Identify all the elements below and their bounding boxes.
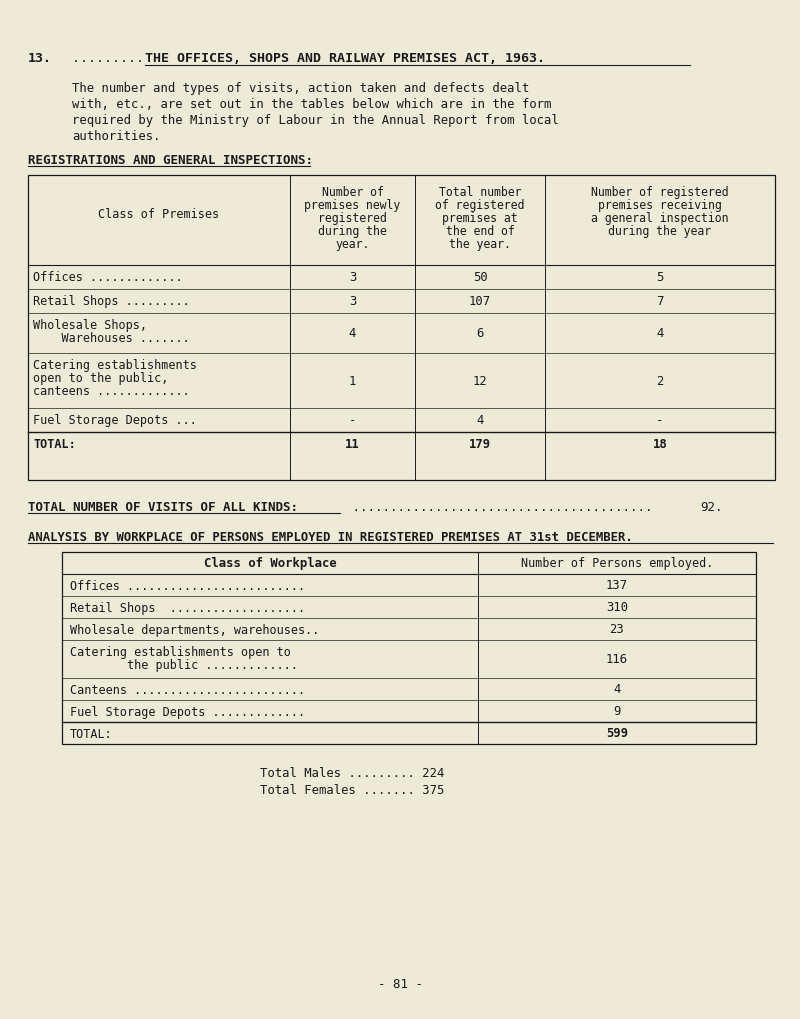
Text: 6: 6 [476, 327, 484, 340]
Text: Warehouses .......: Warehouses ....... [33, 331, 190, 344]
Text: a general inspection: a general inspection [591, 212, 729, 225]
Text: 92.: 92. [700, 500, 722, 514]
Text: premises receiving: premises receiving [598, 199, 722, 212]
Text: 7: 7 [656, 296, 664, 308]
Text: premises newly: premises newly [304, 199, 401, 212]
Text: 12: 12 [473, 375, 487, 387]
Text: during the: during the [318, 225, 387, 237]
Text: Class of Workplace: Class of Workplace [204, 556, 336, 570]
Text: Offices .............: Offices ............. [33, 271, 182, 283]
Text: 18: 18 [653, 438, 667, 451]
Text: with, etc., are set out in the tables below which are in the form: with, etc., are set out in the tables be… [72, 98, 551, 111]
Text: 4: 4 [349, 327, 356, 340]
Text: Wholesale departments, warehouses..: Wholesale departments, warehouses.. [70, 624, 319, 637]
Text: 2: 2 [656, 375, 664, 387]
Text: TOTAL NUMBER OF VISITS OF ALL KINDS:: TOTAL NUMBER OF VISITS OF ALL KINDS: [28, 500, 298, 514]
Text: during the year: during the year [609, 225, 711, 237]
Text: year.: year. [335, 237, 370, 251]
Text: registered: registered [318, 212, 387, 225]
Text: open to the public,: open to the public, [33, 372, 168, 384]
Text: Fuel Storage Depots .............: Fuel Storage Depots ............. [70, 705, 305, 718]
Text: Total number: Total number [438, 185, 522, 199]
Text: Number of Persons employed.: Number of Persons employed. [521, 556, 713, 570]
Text: -: - [349, 414, 356, 427]
Text: TOTAL:: TOTAL: [70, 728, 113, 740]
Text: 3: 3 [349, 296, 356, 308]
Text: the end of: the end of [446, 225, 514, 237]
Text: 310: 310 [606, 601, 628, 613]
Text: THE OFFICES, SHOPS AND RAILWAY PREMISES ACT, 1963.: THE OFFICES, SHOPS AND RAILWAY PREMISES … [145, 52, 545, 65]
Text: Number of: Number of [322, 185, 383, 199]
Text: required by the Ministry of Labour in the Annual Report from local: required by the Ministry of Labour in th… [72, 114, 558, 127]
Text: .........: ......... [72, 52, 152, 65]
Text: TOTAL:: TOTAL: [33, 437, 76, 450]
Text: ANALYSIS BY WORKPLACE OF PERSONS EMPLOYED IN REGISTERED PREMISES AT 31st DECEMBE: ANALYSIS BY WORKPLACE OF PERSONS EMPLOYE… [28, 531, 633, 543]
Text: 11: 11 [345, 438, 360, 451]
Text: Offices .........................: Offices ......................... [70, 580, 305, 592]
Text: 23: 23 [610, 623, 624, 636]
Text: Total Males ......... 224: Total Males ......... 224 [260, 766, 444, 780]
Text: 3: 3 [349, 271, 356, 284]
Text: 4: 4 [476, 414, 484, 427]
Text: of registered: of registered [435, 199, 525, 212]
Text: 4: 4 [614, 683, 621, 696]
Text: 50: 50 [473, 271, 487, 284]
Text: Fuel Storage Depots ...: Fuel Storage Depots ... [33, 414, 197, 427]
Text: ........................................: ........................................ [345, 500, 660, 514]
Text: the year.: the year. [449, 237, 511, 251]
Text: 116: 116 [606, 653, 628, 665]
Text: Total Females ....... 375: Total Females ....... 375 [260, 784, 444, 796]
Text: 13.: 13. [28, 52, 52, 65]
Text: premises at: premises at [442, 212, 518, 225]
Text: 4: 4 [656, 327, 664, 340]
Text: 599: 599 [606, 727, 628, 740]
Bar [28, 176, 775, 481]
Bar [62, 552, 756, 744]
Text: 1: 1 [349, 375, 356, 387]
Text: REGISTRATIONS AND GENERAL INSPECTIONS:: REGISTRATIONS AND GENERAL INSPECTIONS: [28, 154, 313, 167]
Text: The number and types of visits, action taken and defects dealt: The number and types of visits, action t… [72, 82, 530, 95]
Text: authorities.: authorities. [72, 129, 161, 143]
Text: 179: 179 [469, 438, 491, 451]
Text: 137: 137 [606, 579, 628, 592]
Text: Class of Premises: Class of Premises [98, 208, 219, 221]
Text: Retail Shops .........: Retail Shops ......... [33, 294, 190, 308]
Text: Wholesale Shops,: Wholesale Shops, [33, 319, 147, 331]
Text: 9: 9 [614, 705, 621, 717]
Text: Catering establishments open to: Catering establishments open to [70, 645, 291, 658]
Text: canteens .............: canteens ............. [33, 384, 190, 397]
Text: Catering establishments: Catering establishments [33, 359, 197, 372]
Text: - 81 -: - 81 - [378, 977, 422, 990]
Text: 5: 5 [656, 271, 664, 284]
Text: 107: 107 [469, 296, 491, 308]
Text: -: - [656, 414, 664, 427]
Text: Retail Shops  ...................: Retail Shops ................... [70, 601, 305, 614]
Text: Number of registered: Number of registered [591, 185, 729, 199]
Text: Canteens ........................: Canteens ........................ [70, 684, 305, 696]
Text: the public .............: the public ............. [70, 658, 298, 672]
